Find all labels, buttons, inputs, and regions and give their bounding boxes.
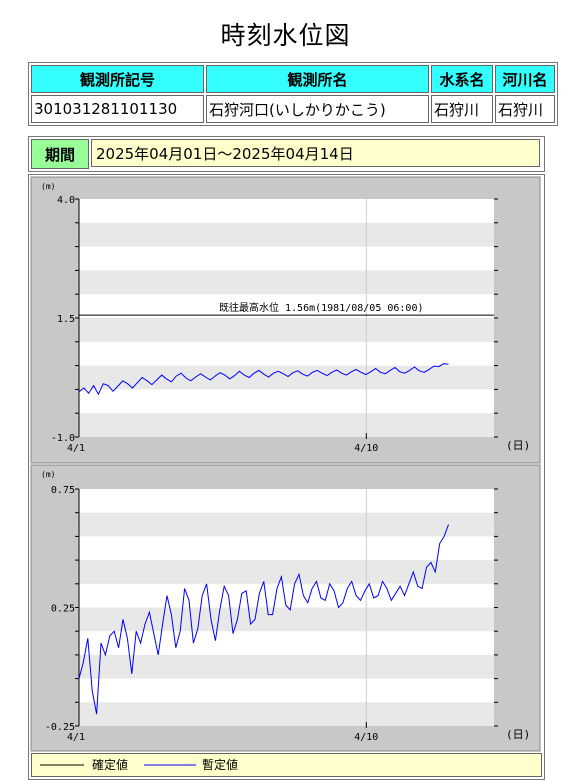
grid-band [79, 702, 494, 726]
cell-station-code: 301031281101130 [31, 95, 204, 123]
period-label: 期間 [31, 139, 89, 169]
legend-label-provisional: 暫定値 [202, 757, 238, 772]
station-info-table: 観測所記号 観測所名 水系名 河川名 301031281101130 石狩河口(… [28, 62, 558, 126]
grid-band [79, 607, 494, 632]
y-tick-label: 0.25 [51, 604, 75, 615]
header-river-name: 河川名 [495, 65, 555, 93]
y-tick-label: 4.0 [57, 195, 75, 206]
cell-water-system: 石狩川 [431, 95, 493, 123]
period-value: 2025年04月01日～2025年04月14日 [91, 139, 540, 167]
page-title: 時刻水位図 [220, 21, 351, 50]
y-tick-label: 1.5 [57, 314, 75, 325]
grid-band [79, 654, 494, 679]
legend-label-confirmed: 確定値 [92, 757, 128, 772]
header-water-system: 水系名 [431, 65, 493, 93]
water-level-charts: (m)4.01.5-1.04/1 4/10 (日)既往最高水位 1.56m(1981… [30, 176, 541, 752]
legend-lines: 確定値 暫定値 [40, 757, 238, 772]
cell-station-name: 石狩河口(いしかりかこう) [206, 95, 429, 123]
x-unit-label: (日) [506, 728, 530, 741]
y-tick-label: -1.0 [51, 433, 75, 444]
graph-container: (m) 4.0 1.5 -1.0 4/1 4/10 (日) 既往最高水位 1.56m(1981… [28, 174, 545, 780]
table-row: 301031281101130 石狩河口(いしかりかこう) 石狩川 石狩川 [31, 95, 555, 123]
x-unit-label: (日) [506, 439, 530, 452]
header-station-name: 観測所名 [206, 65, 429, 93]
grid-band [79, 270, 494, 295]
water-level-series-line [78, 524, 449, 715]
y-unit-label: (m) [41, 470, 55, 479]
grid-band [79, 413, 494, 437]
cell-river-name: 石狩川 [495, 95, 555, 123]
y-tick-label: -0.25 [45, 722, 75, 733]
period-box: 期間 2025年04月01日～2025年04月14日 [28, 136, 545, 172]
y-unit-label: (m) [41, 182, 55, 191]
grid-band [79, 318, 494, 342]
x-tick-label: 4/10 [354, 443, 378, 454]
x-tick-label: 4/1 [67, 732, 85, 743]
grid-band [79, 560, 494, 584]
table-header-row: 観測所記号 観測所名 水系名 河川名 [31, 65, 555, 93]
x-tick-label: 4/10 [354, 732, 378, 743]
reference-line-label: 既往最高水位 1.56m(1981/08/05 06:00) [219, 301, 424, 314]
x-tick-label: 4/1 [67, 443, 85, 454]
grid-band [79, 222, 494, 247]
y-tick-label: 0.75 [51, 485, 75, 496]
legend: 確定値 暫定値 [31, 753, 542, 777]
header-station-code: 観測所記号 [31, 65, 204, 93]
water-level-series-line [78, 363, 449, 396]
grid-band [79, 512, 494, 537]
grid-band [79, 365, 494, 390]
